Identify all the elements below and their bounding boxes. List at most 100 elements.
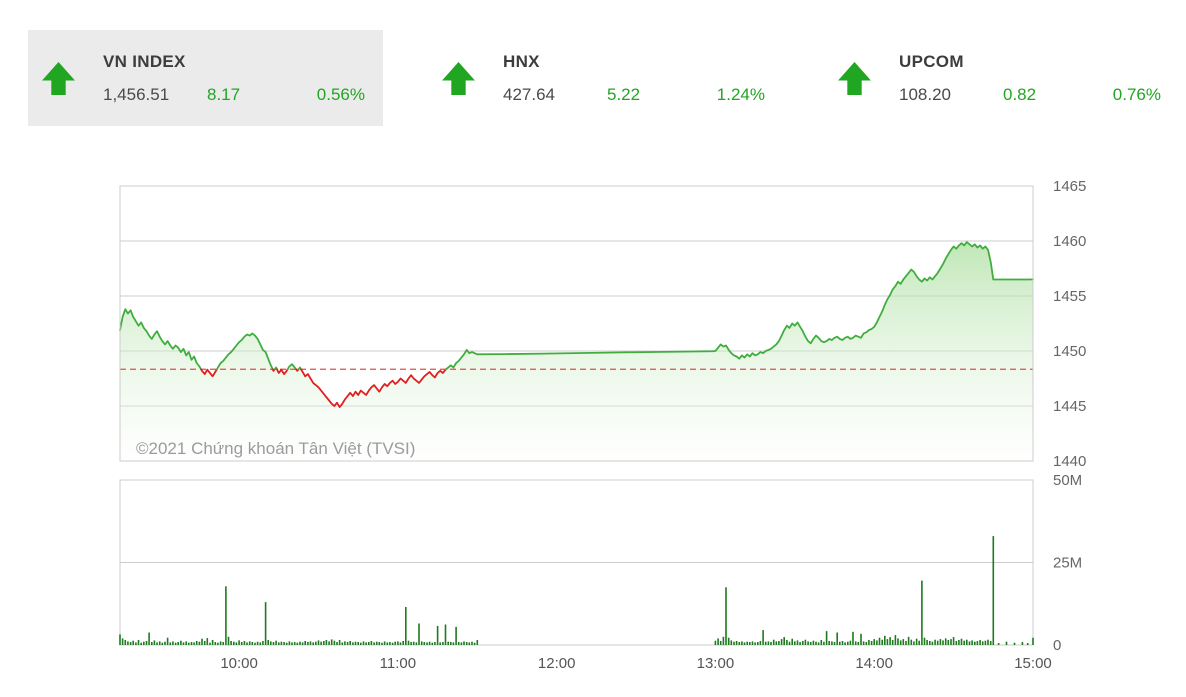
volume-bar (301, 642, 304, 645)
index-percent: 1.24% (716, 84, 765, 104)
volume-bar (209, 642, 211, 645)
volume-bar (870, 641, 873, 645)
volume-bar (968, 641, 971, 645)
index-percent: 0.76% (1112, 84, 1161, 104)
volume-bar (172, 641, 174, 645)
volume-bar (791, 638, 793, 645)
volume-bar (341, 642, 344, 645)
volume-bar (944, 638, 947, 645)
volume-bar (418, 623, 420, 645)
volume-bar (772, 639, 775, 645)
volume-bar (939, 639, 942, 645)
volume-bar (431, 642, 434, 645)
volume-bar (137, 640, 140, 645)
price-line-segment (119, 308, 202, 371)
up-arrow-icon (836, 60, 873, 97)
index-value: 427.64 (503, 84, 555, 104)
price-line-segment (276, 368, 289, 375)
volume-bar (987, 639, 989, 645)
volume-bar (145, 641, 148, 645)
volume-bar (378, 642, 381, 645)
volume-bar (802, 641, 804, 645)
volume-bar (780, 639, 783, 645)
index-name: VN INDEX (103, 51, 186, 71)
index-name: HNX (503, 51, 540, 71)
volume-bar (201, 638, 203, 645)
volume-bar (966, 639, 968, 645)
volume-bar (219, 641, 222, 645)
volume-bar (828, 641, 830, 645)
volume-bar (989, 641, 992, 645)
volume-bar (124, 640, 127, 645)
volume-bar (169, 642, 172, 645)
index-values: 108.20 0.82 0.76% (899, 85, 1161, 105)
volume-bar (383, 641, 386, 645)
volume-bar (976, 641, 979, 645)
index-card-hnx[interactable]: HNX 427.64 5.22 1.24% (428, 30, 783, 126)
volume-bar (981, 641, 984, 645)
volume-bar (889, 637, 891, 645)
volume-bar (778, 641, 780, 645)
volume-bar (974, 641, 976, 645)
price-axis-label: 1445 (1053, 398, 1086, 415)
index-change: 0.82 (1003, 84, 1037, 104)
volume-bar (193, 642, 195, 645)
volume-bar (823, 641, 825, 645)
volume-bar (923, 637, 926, 645)
volume-bar (807, 641, 809, 645)
volume-bar (360, 642, 362, 645)
volume-bar (963, 640, 965, 645)
volume-bar (860, 633, 862, 645)
volume-bar (809, 642, 812, 645)
volume-bar (203, 641, 206, 645)
index-card-vnindex[interactable]: VN INDEX 1,456.51 8.17 0.56% (28, 30, 383, 126)
volume-bar (206, 638, 209, 645)
volume-bar (346, 642, 349, 645)
volume-bar (936, 640, 939, 645)
volume-bar (476, 640, 479, 645)
volume-bar (799, 642, 801, 645)
volume-bar (233, 641, 235, 645)
volume-bar (907, 636, 910, 646)
volume-bar (391, 642, 394, 645)
index-info: HNX 427.64 5.22 1.24% (503, 52, 765, 105)
volume-bar (315, 641, 317, 645)
volume-bar (831, 641, 833, 645)
volume-bar (240, 642, 243, 645)
volume-bar (357, 642, 359, 645)
volume-bar (285, 642, 288, 645)
volume-bar (238, 640, 240, 645)
volume-bar (259, 642, 262, 645)
volume-bar (854, 641, 857, 645)
volume-bar (299, 641, 301, 645)
volume-bar (375, 641, 378, 645)
volume-bar (333, 640, 336, 645)
volume-bar (280, 641, 283, 645)
volume-bar (270, 641, 272, 645)
volume-bar (198, 641, 201, 645)
index-card-upcom[interactable]: UPCOM 108.20 0.82 0.76% (824, 30, 1179, 126)
volume-bar (447, 641, 449, 645)
volume-bar (460, 642, 463, 645)
volume-bar (735, 641, 738, 645)
volume-bar (730, 640, 733, 645)
volume-bar (256, 641, 259, 645)
volume-bar (788, 641, 791, 645)
volume-bar (847, 641, 849, 645)
volume-bar (121, 638, 124, 645)
volume-bar (841, 641, 844, 645)
volume-bar (905, 641, 907, 645)
index-change: 8.17 (207, 84, 241, 104)
volume-bar (132, 640, 134, 645)
up-arrow-icon (40, 60, 77, 97)
volume-bar (412, 641, 415, 645)
volume-bar (397, 641, 399, 645)
volume-bar (783, 637, 785, 645)
volume-bar (211, 640, 214, 645)
volume-bar (881, 639, 883, 645)
volume-bar (997, 643, 1000, 645)
volume-bar (868, 640, 870, 645)
price-line-segment (445, 241, 1034, 371)
volume-bar (820, 640, 823, 645)
volume-bar (1013, 642, 1016, 645)
